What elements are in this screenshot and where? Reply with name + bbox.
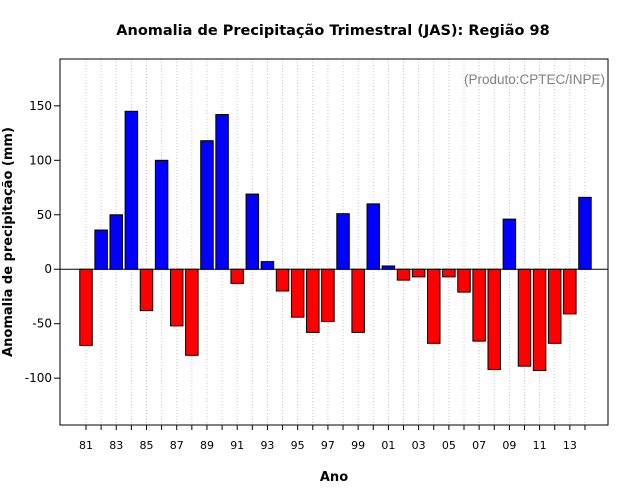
x-tick-label: 83: [109, 439, 123, 452]
grid-lines: [85, 59, 586, 425]
bar-2010: [517, 268, 532, 367]
bar-1993: [260, 261, 275, 270]
bar-2003: [411, 268, 426, 278]
bar-1981: [79, 268, 93, 346]
bar-2005: [442, 268, 456, 278]
x-tick-label: 05: [442, 439, 456, 452]
x-axis: 81 83 85 87 89 91 93 95 97 99 01 03 05 07 09 11 13: [79, 425, 586, 452]
x-tick-label: 03: [412, 439, 426, 452]
bar-1985: [139, 268, 154, 312]
bar-1989: [200, 140, 214, 270]
bar-1996: [306, 268, 320, 333]
y-tick-label: -100: [25, 371, 52, 385]
x-tick-label: 93: [260, 439, 274, 452]
bar-1983: [109, 214, 123, 270]
bar-2013: [563, 268, 577, 315]
bar-1995: [290, 268, 305, 318]
bar-1992: [245, 193, 260, 270]
x-tick-label: 07: [472, 439, 486, 452]
bar-2001: [381, 265, 396, 270]
bar-2008: [487, 268, 501, 370]
bar-1982: [94, 229, 108, 270]
bar-1990: [215, 114, 229, 270]
x-axis-title: Ano: [320, 470, 348, 485]
bar-1988: [185, 268, 199, 356]
y-tick-label: 50: [37, 208, 52, 222]
bar-1999: [351, 268, 365, 333]
source-annotation: (Produto:CPTEC/INPE): [464, 72, 605, 87]
plot-frame: [59, 58, 609, 426]
bar-1994: [275, 268, 290, 292]
bar-1991: [230, 268, 244, 284]
x-tick-label: 99: [351, 439, 365, 452]
bar-2012: [547, 268, 562, 344]
bar-2009: [502, 218, 517, 270]
bar-2007: [472, 268, 486, 342]
x-tick-label: 95: [291, 439, 305, 452]
x-tick-label: 85: [139, 439, 153, 452]
x-tick-label: 01: [381, 439, 395, 452]
x-tick-label: 87: [170, 439, 184, 452]
x-tick-label: 97: [321, 439, 335, 452]
y-axis-title: Anomalia de precipitação (mm): [1, 127, 16, 357]
x-tick-label: 09: [502, 439, 516, 452]
bar-2000: [366, 203, 381, 270]
y-tick-label: -50: [32, 317, 52, 331]
bar-2006: [457, 268, 471, 293]
bar-1997: [321, 268, 335, 323]
x-tick-label: 13: [563, 439, 577, 452]
y-tick-label: 0: [44, 262, 52, 276]
y-tick-label: 150: [29, 99, 52, 113]
x-tick-label: 81: [79, 439, 93, 452]
x-tick-label: 91: [230, 439, 244, 452]
bars: [79, 110, 592, 372]
y-tick-label: 100: [29, 153, 52, 167]
y-axis: -100 -50 0 50 100 150: [25, 99, 60, 385]
chart-title: Anomalia de Precipitação Trimestral (JAS…: [116, 23, 549, 39]
x-tick-label: 89: [200, 439, 214, 452]
bar-1987: [169, 268, 184, 327]
bar-2011: [532, 268, 547, 372]
bar-1998: [336, 213, 350, 270]
bar-1984: [124, 110, 139, 270]
bar-2004: [427, 268, 441, 344]
bar-2014: [578, 196, 592, 270]
bar-1986: [154, 159, 169, 270]
x-tick-label: 11: [533, 439, 547, 452]
bar-2002: [396, 268, 411, 281]
